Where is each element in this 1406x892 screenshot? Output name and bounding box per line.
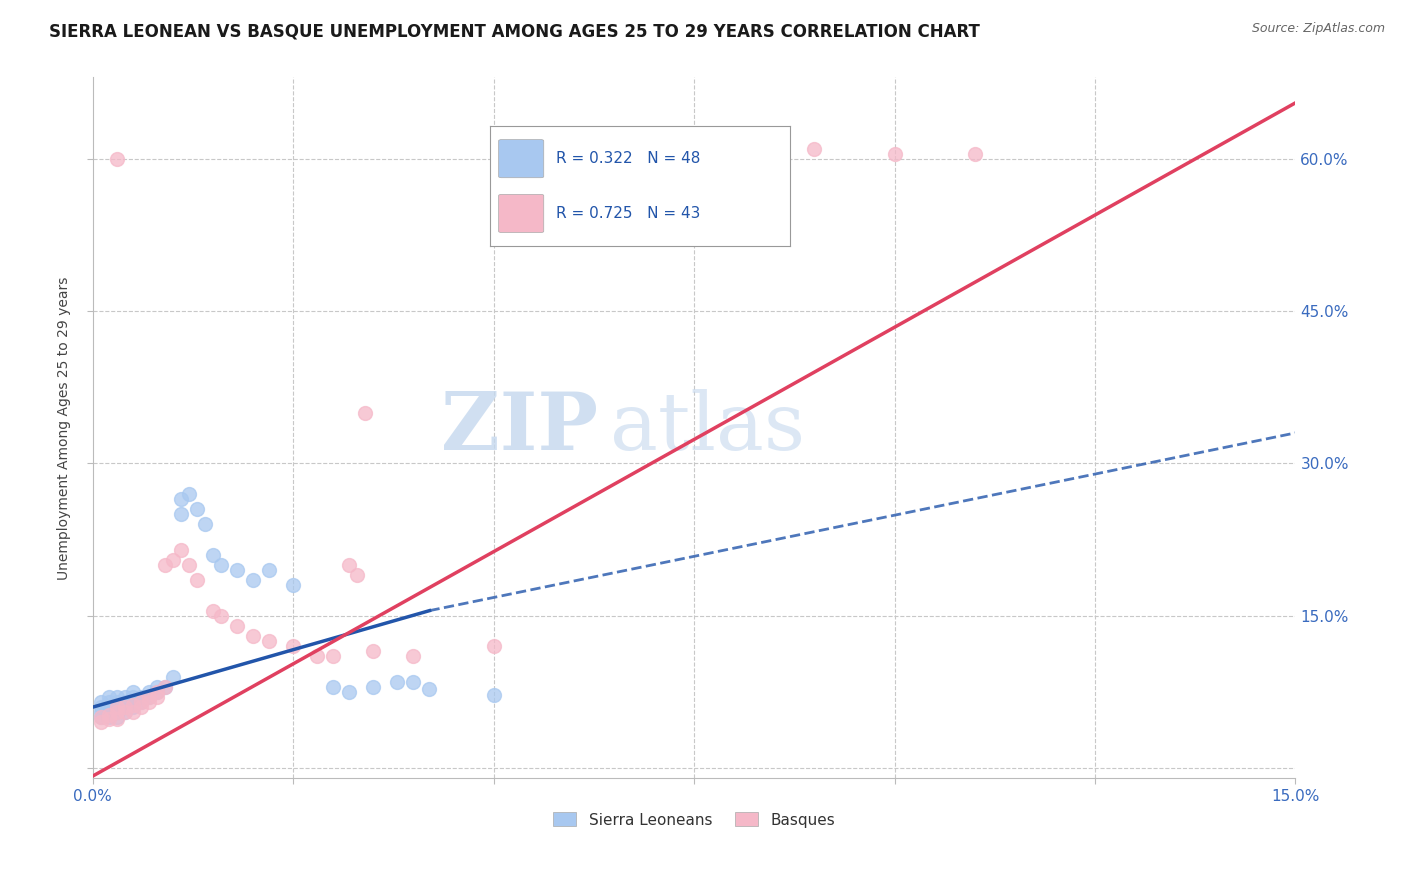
Point: [105, 700, 128, 714]
Point: [114, 695, 136, 709]
Point: [482, 639, 505, 653]
Point: [146, 690, 169, 704]
Point: [257, 634, 280, 648]
Point: [146, 680, 169, 694]
Point: [105, 712, 128, 726]
Point: [201, 548, 224, 562]
Point: [97, 700, 120, 714]
Point: [129, 690, 152, 704]
Point: [363, 680, 385, 694]
Point: [129, 695, 152, 709]
Point: [322, 649, 344, 664]
Point: [242, 629, 264, 643]
Point: [201, 604, 224, 618]
Point: [90, 705, 112, 719]
Point: [170, 491, 193, 506]
Point: [90, 715, 112, 730]
Point: [90, 700, 112, 714]
Point: [146, 685, 169, 699]
Point: [105, 700, 128, 714]
Text: SIERRA LEONEAN VS BASQUE UNEMPLOYMENT AMONG AGES 25 TO 29 YEARS CORRELATION CHAR: SIERRA LEONEAN VS BASQUE UNEMPLOYMENT AM…: [49, 22, 980, 40]
Point: [162, 670, 184, 684]
Point: [97, 710, 120, 724]
Point: [138, 690, 160, 704]
Point: [322, 680, 344, 694]
Point: [363, 644, 385, 658]
Legend: Sierra Leoneans, Basques: Sierra Leoneans, Basques: [547, 806, 841, 834]
Point: [153, 680, 176, 694]
Point: [121, 705, 143, 719]
Point: [97, 708, 120, 723]
Text: Source: ZipAtlas.com: Source: ZipAtlas.com: [1251, 22, 1385, 36]
Point: [121, 685, 143, 699]
Point: [402, 649, 425, 664]
Point: [162, 553, 184, 567]
Point: [194, 517, 217, 532]
Point: [153, 558, 176, 572]
Point: [186, 573, 208, 587]
Point: [129, 695, 152, 709]
Point: [146, 685, 169, 699]
Point: [257, 563, 280, 577]
Point: [177, 487, 200, 501]
Point: [387, 674, 409, 689]
Point: [283, 578, 305, 592]
Point: [114, 700, 136, 714]
Point: [177, 558, 200, 572]
Point: [114, 705, 136, 719]
Point: [105, 695, 128, 709]
Point: [170, 542, 193, 557]
Point: [105, 690, 128, 704]
Point: [97, 695, 120, 709]
Point: [105, 710, 128, 724]
Point: [121, 700, 143, 714]
Point: [603, 142, 626, 156]
Point: [226, 619, 249, 633]
Point: [138, 695, 160, 709]
Point: [97, 690, 120, 704]
Point: [346, 568, 368, 582]
Point: [803, 142, 825, 156]
Text: ZIP: ZIP: [441, 389, 598, 467]
Point: [121, 698, 143, 712]
Point: [121, 695, 143, 709]
Point: [337, 558, 360, 572]
Point: [354, 406, 377, 420]
Point: [105, 152, 128, 166]
Point: [90, 695, 112, 709]
Point: [114, 705, 136, 719]
Point: [226, 563, 249, 577]
Point: [90, 710, 112, 724]
Point: [138, 685, 160, 699]
Point: [97, 712, 120, 726]
Point: [129, 700, 152, 714]
Point: [209, 558, 232, 572]
Point: [90, 710, 112, 724]
Point: [170, 507, 193, 521]
Point: [105, 705, 128, 719]
Point: [683, 142, 706, 156]
Text: atlas: atlas: [610, 389, 806, 467]
Point: [418, 681, 440, 696]
Point: [153, 680, 176, 694]
Point: [482, 688, 505, 702]
Point: [283, 639, 305, 653]
Point: [121, 690, 143, 704]
Point: [307, 649, 329, 664]
Point: [114, 690, 136, 704]
Point: [138, 690, 160, 704]
Point: [402, 674, 425, 689]
Point: [209, 608, 232, 623]
Point: [883, 146, 905, 161]
Point: [242, 573, 264, 587]
Y-axis label: Unemployment Among Ages 25 to 29 years: Unemployment Among Ages 25 to 29 years: [58, 277, 72, 580]
Point: [105, 705, 128, 719]
Point: [963, 146, 986, 161]
Point: [114, 700, 136, 714]
Point: [186, 502, 208, 516]
Point: [337, 685, 360, 699]
Point: [97, 705, 120, 719]
